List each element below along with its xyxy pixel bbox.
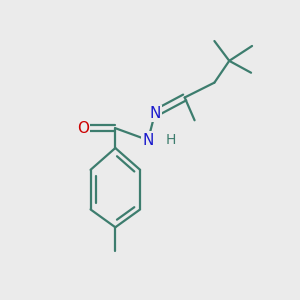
Text: N: N bbox=[142, 133, 154, 148]
Text: O: O bbox=[76, 121, 88, 136]
Text: N: N bbox=[149, 106, 161, 121]
Text: H: H bbox=[166, 133, 176, 147]
